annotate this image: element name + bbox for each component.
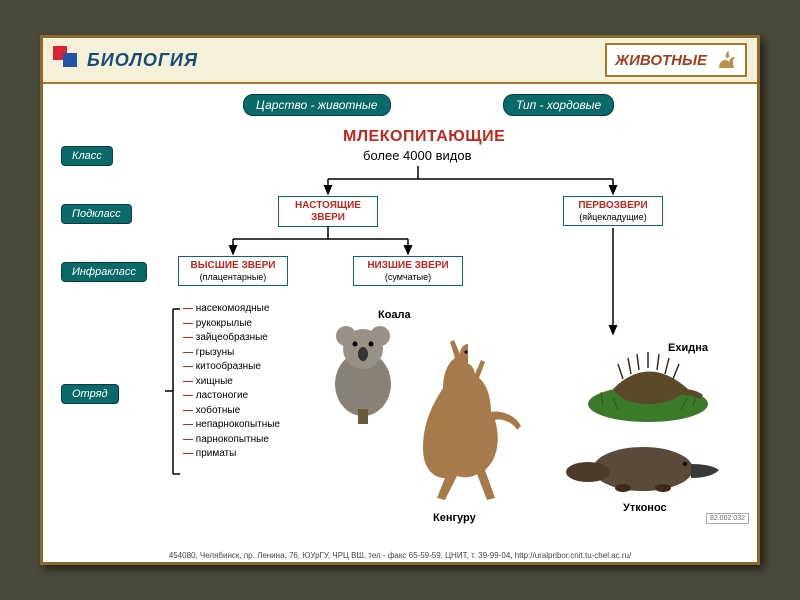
logo-icon — [53, 46, 81, 74]
order-item: приматы — [183, 447, 280, 462]
category-label: ЖИВОТНЫЕ — [615, 52, 707, 69]
node-lower: НИЗШИЕ ЗВЕРИ (сумчатые) — [353, 256, 463, 286]
order-item: зайцеобразные — [183, 331, 280, 346]
order-item: грызуны — [183, 346, 280, 361]
echidna-label: Ехидна — [668, 342, 708, 354]
header-bar: БИОЛОГИЯ ЖИВОТНЫЕ — [43, 38, 757, 84]
label-infraclass: Инфракласс — [61, 262, 147, 282]
order-item: парнокопытные — [183, 433, 280, 448]
corner-code: 82.002.032 — [706, 513, 749, 524]
platypus-img — [563, 424, 723, 504]
order-item: рукокрылые — [183, 317, 280, 332]
koala-label: Коала — [378, 309, 411, 321]
label-class: Класс — [61, 146, 113, 166]
kangaroo-img — [393, 324, 523, 504]
node-proto: ПЕРВОЗВЕРИ (яйцекладущие) — [563, 196, 663, 226]
category-box: ЖИВОТНЫЕ — [605, 43, 747, 77]
platypus-label: Утконос — [623, 502, 667, 514]
diagram-content: Царство - животные Тип - хордовые Класс … — [43, 84, 757, 544]
order-item: ластоногие — [183, 389, 280, 404]
order-item: хоботные — [183, 404, 280, 419]
main-title: МЛЕКОПИТАЮЩИЕ — [343, 128, 505, 146]
footer-text: 454080, Челябинск, пр. Ленина, 76, ЮУрГУ… — [43, 551, 757, 560]
label-order: Отряд — [61, 384, 119, 404]
order-item: хищные — [183, 375, 280, 390]
order-item: насекомоядные — [183, 302, 280, 317]
pill-phylum: Тип - хордовые — [503, 94, 614, 116]
label-subclass: Подкласс — [61, 204, 132, 224]
subtitle: более 4000 видов — [363, 148, 471, 163]
node-true-beasts: НАСТОЯЩИЕ ЗВЕРИ — [278, 196, 378, 227]
kangaroo-label: Кенгуру — [433, 512, 476, 524]
logo-area: БИОЛОГИЯ — [53, 46, 198, 74]
orders-list: насекомоядныерукокрылыезайцеобразныегрыз… — [183, 302, 280, 462]
node-higher: ВЫСШИЕ ЗВЕРИ (плацентарные) — [178, 256, 288, 286]
subject-title: БИОЛОГИЯ — [87, 50, 198, 71]
squirrel-icon — [713, 48, 737, 72]
poster-frame: БИОЛОГИЯ ЖИВОТНЫЕ Царство - животные Тип… — [40, 35, 760, 565]
order-item: китообразные — [183, 360, 280, 375]
order-item: непарнокопытные — [183, 418, 280, 433]
pill-kingdom: Царство - животные — [243, 94, 391, 116]
